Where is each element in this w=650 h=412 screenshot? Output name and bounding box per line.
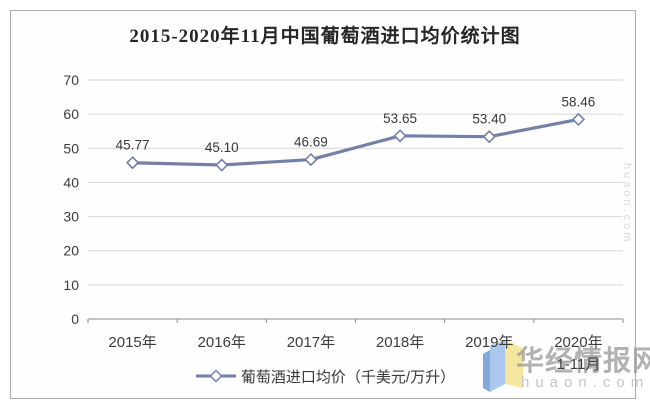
y-tick-label: 0 — [71, 311, 79, 327]
data-point-label: 58.46 — [562, 94, 596, 109]
x-tick-label: 2018年 — [376, 334, 424, 351]
huaon-logo-blue — [490, 340, 505, 392]
y-tick-label: 70 — [63, 72, 79, 88]
huaon-logo-blue-dark — [483, 350, 490, 392]
legend-line-marker-icon — [195, 369, 236, 383]
series-markers — [125, 112, 586, 172]
chart-frame — [10, 10, 636, 399]
x-tick-sublabel: 1-11月 — [556, 356, 600, 373]
gridlines — [88, 79, 623, 286]
data-point-label: 45.77 — [116, 138, 150, 153]
watermark-brand-cn: 华经情报网 — [516, 345, 650, 376]
watermark-brand-en: huaon.com — [521, 374, 650, 391]
data-point-marker — [482, 130, 496, 144]
chart-title: 2015-2020年11月中国葡萄酒进口均价统计图 — [129, 26, 521, 47]
data-point-label: 45.10 — [205, 140, 239, 155]
y-tick-label: 50 — [63, 140, 79, 156]
y-axis-labels: 0 10 20 30 40 50 60 70 — [63, 72, 79, 327]
y-tick-label: 40 — [63, 174, 79, 190]
data-point-marker — [304, 152, 318, 167]
huaon-logo-yellow — [505, 340, 523, 388]
data-point-marker — [393, 129, 407, 143]
x-axis — [87, 318, 624, 323]
series-line — [130, 117, 581, 167]
y-tick-label: 20 — [63, 243, 79, 259]
x-axis-labels: 2015年 2016年 2017年 2018年 2019年 2020年 1-11月 — [108, 334, 602, 373]
legend: 葡萄酒进口均价（千美元/万升） — [0, 364, 650, 388]
data-point-label: 53.40 — [472, 112, 506, 127]
data-point-label: 46.69 — [294, 135, 328, 150]
legend-label: 葡萄酒进口均价（千美元/万升） — [240, 368, 456, 386]
y-tick-label: 30 — [63, 209, 79, 225]
y-tick-label: 10 — [63, 277, 79, 293]
watermark-side-text: huaon.com — [621, 163, 633, 245]
huaon-logo — [483, 340, 523, 392]
x-tick-label: 2016年 — [198, 334, 246, 351]
data-point-marker — [571, 112, 586, 127]
y-tick-label: 60 — [63, 106, 79, 122]
data-point-marker — [215, 158, 229, 172]
data-point-marker — [125, 156, 140, 170]
x-tick-label: 2017年 — [287, 334, 335, 351]
data-labels: 45.77 45.10 46.69 53.65 53.40 58.46 — [116, 94, 596, 155]
data-point-label: 53.65 — [383, 111, 417, 126]
x-tick-label: 2020年 — [554, 334, 602, 351]
x-tick-label: 2015年 — [108, 334, 156, 351]
x-tick-label: 2019年 — [465, 334, 513, 351]
